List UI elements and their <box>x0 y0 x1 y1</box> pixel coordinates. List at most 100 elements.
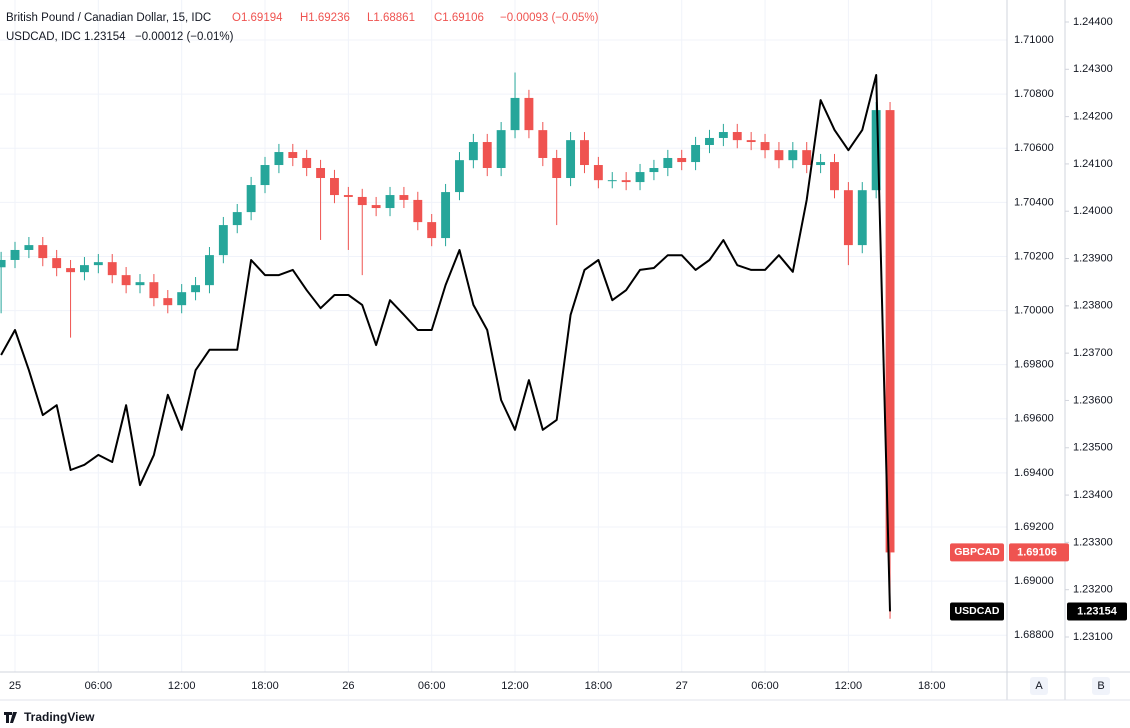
candle-body <box>191 285 201 293</box>
price-tag-label: 1.69106 <box>1017 546 1057 558</box>
legend-open: O1.69194 <box>232 12 283 24</box>
candle-body <box>482 142 492 168</box>
y2-tick-label: 1.23700 <box>1073 347 1113 359</box>
candle-body <box>441 192 451 239</box>
candle-body <box>621 180 631 183</box>
y-tick-label: 1.71000 <box>1014 34 1054 46</box>
candle-body <box>607 180 617 182</box>
plot <box>0 72 895 619</box>
legend-symbol: British Pound / Canadian Dollar, 15, IDC <box>6 12 211 24</box>
brand-logo <box>4 712 17 723</box>
candle-body <box>649 168 659 173</box>
candle-body <box>538 130 548 158</box>
y-tick-label: 1.69200 <box>1014 521 1054 533</box>
candle-body <box>510 97 520 131</box>
candle-body <box>260 165 270 186</box>
y-tick-label: 1.69400 <box>1014 467 1054 479</box>
y2-tick-label: 1.23800 <box>1073 300 1113 312</box>
y2-tick-label: 1.23100 <box>1073 631 1113 643</box>
axis-button[interactable] <box>1092 677 1110 695</box>
price-tag-label: 1.23154 <box>1077 605 1118 617</box>
candle-body <box>316 168 326 179</box>
y-tick-label: 1.70000 <box>1014 304 1054 316</box>
compare-last: 1.23154 <box>84 31 126 43</box>
candle-body <box>427 222 437 239</box>
candle-body <box>524 97 534 131</box>
candle-body <box>857 190 867 246</box>
candle-body <box>135 282 145 286</box>
candle-body <box>663 157 673 168</box>
candle-body <box>66 268 76 273</box>
y2-tick-label: 1.23600 <box>1073 394 1113 406</box>
candle-body <box>274 152 284 166</box>
compare-symbol: USDCAD, IDC <box>6 31 81 43</box>
candle-body <box>149 282 159 299</box>
series-name-tag-label: USDCAD <box>955 605 1000 617</box>
y2-tick-label: 1.23300 <box>1073 536 1113 548</box>
candle-body <box>163 298 173 306</box>
price-tag <box>1067 602 1127 621</box>
candle-body <box>52 258 62 269</box>
y2-tick-label: 1.24000 <box>1073 205 1113 217</box>
candle-body <box>413 199 423 223</box>
candle-body <box>580 140 589 166</box>
candle-body <box>455 160 464 193</box>
candle-body <box>177 292 187 306</box>
x-tick-label: 06:00 <box>751 680 779 692</box>
series-name-tag <box>950 602 1004 621</box>
legend-close: C1.69106 <box>434 12 484 24</box>
y2-tick-label: 1.24100 <box>1073 158 1113 170</box>
y2-tick-label: 1.23900 <box>1073 252 1113 264</box>
candle-body <box>385 195 395 209</box>
y-tick-label: 1.70600 <box>1014 142 1054 154</box>
legend-change: −0.00093 (−0.05%) <box>500 12 599 24</box>
candle-body <box>802 150 812 166</box>
series-name-tag <box>950 543 1004 562</box>
y-tick-label: 1.70800 <box>1014 88 1054 100</box>
legend-high: H1.69236 <box>300 12 350 24</box>
candle-body <box>593 165 603 181</box>
y-tick-label: 1.69800 <box>1014 359 1054 371</box>
candle-body <box>218 225 228 256</box>
x-tick-label: 18:00 <box>585 680 613 692</box>
axis-button-label[interactable]: A <box>1035 680 1043 692</box>
axis-button-label[interactable]: B <box>1097 680 1104 692</box>
candle-body <box>343 195 353 197</box>
candle-body <box>0 259 6 268</box>
candle-body <box>677 157 687 163</box>
y2-tick-label: 1.24300 <box>1073 63 1113 75</box>
candle-body <box>80 265 89 273</box>
candle-body <box>732 132 742 141</box>
axis-button[interactable] <box>1030 677 1048 695</box>
candle-body <box>121 275 131 286</box>
compare-change: −0.00012 (−0.01%) <box>135 31 234 43</box>
candle-body <box>24 245 34 250</box>
x-tick-label: 25 <box>9 680 21 692</box>
candle-body <box>399 195 409 200</box>
candle-body <box>843 190 853 246</box>
x-tick-label: 06:00 <box>85 680 113 692</box>
y2-tick-label: 1.24200 <box>1073 111 1113 123</box>
x-tick-label: 18:00 <box>251 680 279 692</box>
price-tag <box>1009 543 1069 562</box>
y-tick-label: 1.70400 <box>1014 196 1054 208</box>
candle-body <box>552 157 562 179</box>
candle-body <box>357 196 367 206</box>
x-tick-label: 12:00 <box>501 680 529 692</box>
x-tick-label: 12:00 <box>168 680 196 692</box>
candle-body <box>830 162 839 191</box>
candle-body <box>774 150 784 161</box>
candle-body <box>760 142 770 151</box>
candle-body <box>871 110 881 191</box>
candle-body <box>93 262 103 266</box>
y-tick-label: 1.70200 <box>1014 250 1054 262</box>
y2-tick-label: 1.23400 <box>1073 489 1113 501</box>
candle-body <box>885 110 895 553</box>
candle-body <box>788 150 798 161</box>
candle-body <box>10 249 20 260</box>
candle-body <box>816 162 826 166</box>
line-series <box>0 74 891 612</box>
y2-tick-label: 1.23200 <box>1073 584 1113 596</box>
candle-body <box>205 255 214 286</box>
candle-body <box>107 262 117 276</box>
